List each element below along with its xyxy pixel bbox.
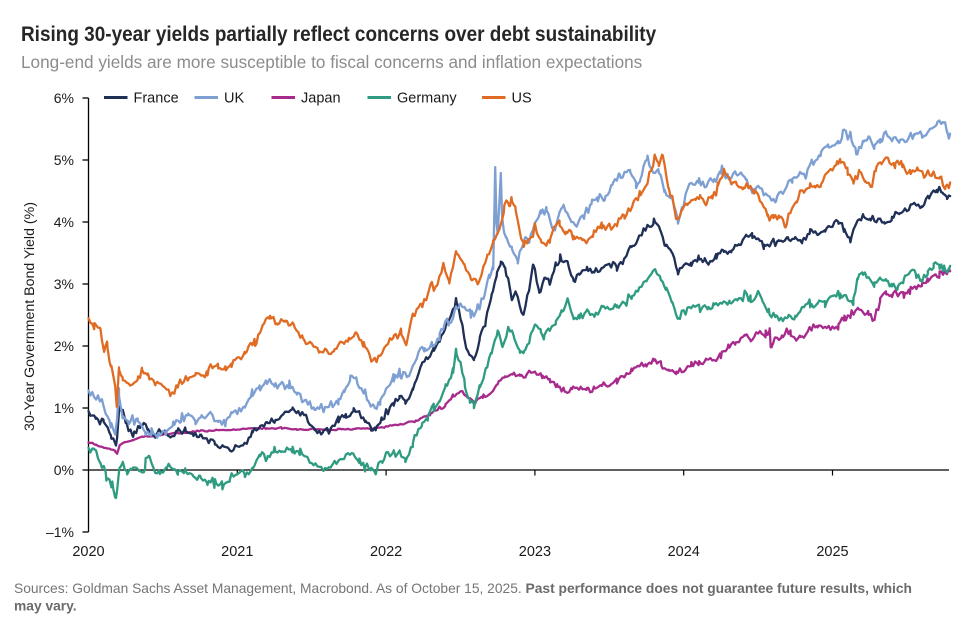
svg-text:–1%: –1% <box>46 524 74 540</box>
svg-text:UK: UK <box>224 91 244 107</box>
svg-text:Germany: Germany <box>397 91 457 107</box>
svg-text:5%: 5% <box>54 152 74 168</box>
svg-text:may vary.: may vary. <box>14 599 77 614</box>
svg-text:0%: 0% <box>54 462 74 478</box>
svg-text:3%: 3% <box>54 276 74 292</box>
svg-text:30-Year Government Bond Yield: 30-Year Government Bond Yield (%) <box>22 202 38 431</box>
svg-text:4%: 4% <box>54 214 74 230</box>
svg-text:2021: 2021 <box>221 544 253 560</box>
svg-text:2024: 2024 <box>668 544 700 560</box>
svg-text:Sources: Goldman Sachs Asset M: Sources: Goldman Sachs Asset Management,… <box>14 581 912 596</box>
svg-text:1%: 1% <box>54 400 74 416</box>
svg-text:2022: 2022 <box>370 544 402 560</box>
svg-text:Japan: Japan <box>301 91 341 107</box>
svg-text:US: US <box>512 91 532 107</box>
svg-text:France: France <box>134 91 179 107</box>
svg-text:2025: 2025 <box>816 544 848 560</box>
svg-text:2023: 2023 <box>519 544 551 560</box>
svg-text:2%: 2% <box>54 338 74 354</box>
svg-text:6%: 6% <box>54 90 74 106</box>
svg-text:2020: 2020 <box>72 544 104 560</box>
